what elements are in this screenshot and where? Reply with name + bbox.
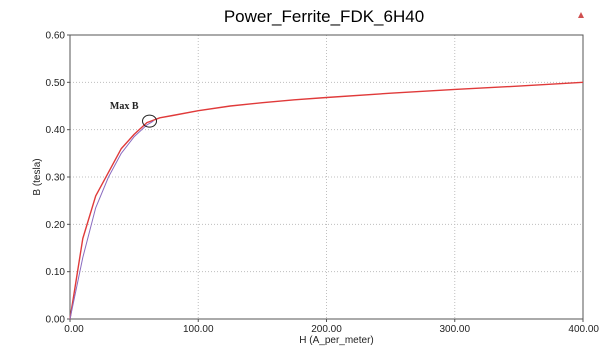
series-line-1 (69, 81, 584, 320)
y-tick-label: 0.10 (46, 267, 66, 278)
x-tick-label: 0.00 (64, 324, 84, 335)
y-tick-label: 0.30 (46, 173, 66, 184)
series-lines (69, 81, 584, 320)
x-tick-label: 400.00 (568, 324, 599, 335)
x-tick-label: 300.00 (439, 324, 470, 335)
x-tick-label: 200.00 (311, 324, 342, 335)
triangle-up-icon[interactable] (578, 12, 584, 18)
y-axis-label: B (tesla) (32, 158, 43, 195)
y-tick-label: 0.60 (46, 31, 66, 42)
x-axis-ticks: 0.00 100.00 200.00 300.00 400.00 (64, 319, 599, 335)
y-tick-label: 0.40 (46, 125, 66, 136)
y-tick-label: 0.50 (46, 78, 66, 89)
x-tick-label: 100.00 (183, 324, 214, 335)
y-tick-label: 0.20 (46, 220, 66, 231)
max-b-label: Max B (110, 101, 139, 112)
x-axis-label: H (A_per_meter) (299, 335, 373, 346)
y-tick-label: 0.00 (46, 315, 66, 326)
max-b-marker[interactable] (142, 114, 158, 128)
chart-title: Power_Ferrite_FDK_6H40 (224, 7, 424, 26)
y-axis-ticks: 0.00 0.10 0.20 0.30 0.40 0.50 0.60 (46, 31, 70, 326)
series-line-2 (69, 120, 154, 320)
